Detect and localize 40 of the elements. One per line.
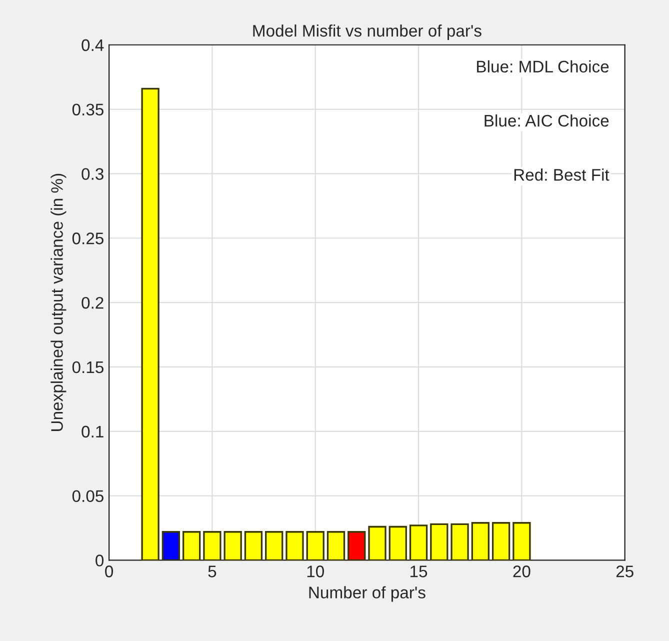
bar	[182, 531, 201, 560]
bar	[244, 531, 263, 560]
y-axis-title: Unexplained output variance (in %)	[50, 174, 66, 431]
bar	[409, 524, 428, 560]
bar	[203, 531, 222, 560]
bar	[326, 531, 346, 560]
y-tick-label: 0.35	[72, 104, 104, 116]
bar	[286, 531, 304, 560]
x-tick-label: 5	[208, 566, 216, 578]
bar	[471, 522, 490, 560]
x-tick-label: 15	[410, 566, 428, 578]
y-tick-label: 0.15	[72, 361, 104, 374]
annotation: Red: Best Fit	[514, 168, 610, 181]
bar	[162, 531, 180, 560]
bar	[430, 523, 448, 560]
x-tick-label: 0	[105, 566, 114, 578]
bar	[306, 531, 324, 560]
annotation: Blue: AIC Choice	[484, 114, 609, 127]
bar	[512, 522, 531, 560]
y-tick-label: 0.1	[82, 426, 104, 438]
bar	[348, 531, 366, 560]
bar	[388, 526, 407, 560]
bar	[368, 526, 386, 560]
y-tick-label: 0.3	[82, 168, 104, 180]
x-tick-label: 10	[307, 566, 324, 578]
x-axis-title: Number of par's	[309, 586, 426, 602]
y-tick-label: 0.2	[82, 296, 104, 309]
y-tick-label: 0.4	[82, 39, 104, 52]
bar	[141, 88, 160, 560]
chart-title: Model Misfit vs number of par's	[253, 24, 482, 40]
bar	[450, 523, 469, 560]
bar	[265, 531, 284, 560]
x-tick-label: 20	[513, 566, 530, 578]
y-tick-label: 0	[96, 554, 104, 566]
y-tick-label: 0.25	[72, 232, 104, 244]
x-tick-label: 25	[616, 566, 634, 578]
y-tick-label: 0.05	[72, 490, 104, 502]
bar	[492, 522, 510, 560]
annotation: Blue: MDL Choice	[477, 60, 609, 73]
bar	[224, 531, 242, 560]
